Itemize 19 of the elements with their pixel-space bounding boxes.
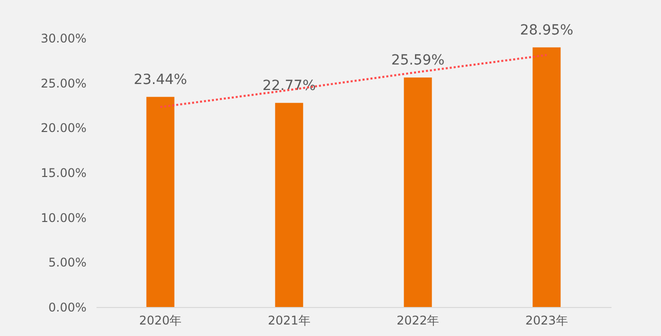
y-tick-label: 0.00%: [48, 300, 86, 314]
x-tick-label: 2023年: [525, 314, 568, 328]
y-tick-label: 25.00%: [40, 76, 86, 90]
data-label: 25.59%: [391, 52, 445, 69]
data-label: 28.95%: [520, 22, 574, 38]
bar: [275, 102, 304, 307]
y-tick-label: 10.00%: [40, 210, 86, 225]
y-tick-label: 5.00%: [48, 256, 86, 270]
bar: [146, 96, 174, 307]
y-tick-label: 30.00%: [40, 32, 86, 46]
x-tick-label: 2022年: [396, 314, 440, 328]
data-label: 23.44%: [134, 72, 188, 88]
y-tick-label: 20.00%: [40, 121, 86, 136]
y-tick-label: 15.00%: [40, 166, 86, 180]
data-label: 22.77%: [262, 78, 316, 94]
x-tick-label: 2021年: [268, 314, 310, 328]
bar: [532, 47, 561, 307]
bar: [404, 78, 432, 307]
x-tick-label: 2020年: [139, 314, 182, 328]
